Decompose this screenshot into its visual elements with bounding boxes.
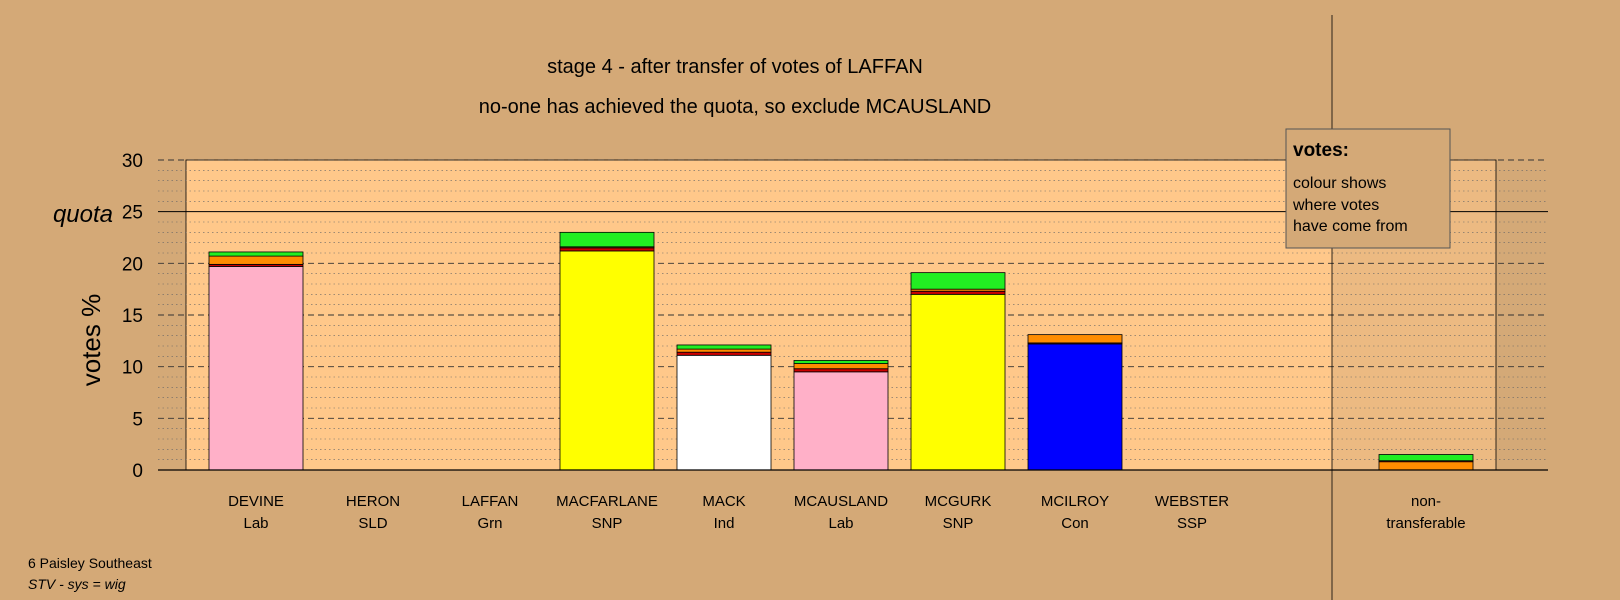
y-tick-label: 0 [132, 461, 143, 482]
bar-segment-mcgurk-grn [910, 272, 1006, 290]
category-name-label: non- [1411, 493, 1441, 510]
bar-segment-mcilroy-sld [1027, 334, 1123, 344]
y-axis-ticks: 0 5 10 15 20 25 30 [122, 151, 143, 482]
category-name-label: DEVINE [228, 493, 284, 510]
category-name-label: MCAUSLAND [794, 493, 888, 510]
bars-group [208, 231, 1474, 471]
bar-segment-mcgurk-ssp [910, 290, 1006, 295]
legend: votes: colour shows where votes have com… [1285, 128, 1451, 249]
bar-segment-macfarlane-grn [559, 231, 655, 248]
legend-box [1285, 128, 1451, 249]
category-party-label: Lab [243, 515, 268, 532]
y-tick-label: 10 [122, 358, 143, 379]
bar-segment-mcausland-sld [793, 363, 889, 370]
chart-subtitle: no-one has achieved the quota, so exclud… [479, 96, 992, 118]
chart-title: stage 4 - after transfer of votes of LAF… [547, 56, 923, 78]
bar-segment-mcilroy-con [1027, 343, 1123, 471]
bar-segment-non-sld [1378, 461, 1474, 471]
bar-segment-mcausland-ssp [793, 368, 889, 373]
category-party-label: SNP [592, 515, 623, 532]
y-tick-label: 5 [132, 409, 143, 430]
bar-segment-macfarlane-ssp [559, 247, 655, 252]
bar-segment-macfarlane-snp [559, 250, 655, 471]
category-party-label: SLD [358, 515, 387, 532]
category-name-label: MACK [702, 493, 745, 510]
bar-segment-devine-grn [208, 251, 304, 257]
legend-heading: votes: [1293, 140, 1349, 161]
bar-segment-devine-lab [208, 266, 304, 471]
category-party-label: SNP [943, 515, 974, 532]
y-tick-label: 30 [122, 151, 143, 172]
legend-line-2: where votes [1292, 197, 1379, 214]
category-labels: DEVINE Lab HERON SLD LAFFAN Grn MACFARLANE SNP M… [228, 493, 1466, 532]
category-name-label: LAFFAN [462, 493, 519, 510]
y-axis-label: votes % [76, 294, 106, 387]
category-party-label: Ind [714, 515, 735, 532]
bar-segment-mack-grn [676, 344, 772, 350]
y-tick-label: 25 [122, 203, 143, 224]
category-party-label: Lab [828, 515, 853, 532]
bar-segment-mcausland-grn [793, 360, 889, 364]
legend-line-3: have come from [1293, 218, 1408, 235]
legend-line-1: colour shows [1293, 175, 1386, 192]
y-tick-label: 20 [122, 254, 143, 275]
footer-constituency: 6 Paisley Southeast [28, 555, 152, 571]
bar-segment-mcausland-lab [793, 371, 889, 471]
category-name-label: HERON [346, 493, 400, 510]
bar-segment-mack-sld [676, 348, 772, 353]
bar-segment-mack-ssp [676, 351, 772, 356]
bar-segment-devine-sld [208, 255, 304, 265]
category-party-label: Grn [477, 515, 502, 532]
bar-segment-mcgurk-snp [910, 293, 1006, 471]
category-name-label: MCILROY [1041, 493, 1109, 510]
bar-segment-mack-ind [676, 354, 772, 471]
category-party-label: SSP [1177, 515, 1207, 532]
quota-label: quota [53, 201, 113, 228]
y-tick-label: 15 [122, 306, 143, 327]
footer-system: STV - sys = wig [28, 576, 126, 592]
bar-segment-non-grn [1378, 454, 1474, 462]
category-party-label: Con [1061, 515, 1089, 532]
category-name-label: MCGURK [925, 493, 992, 510]
category-party-label: transferable [1386, 515, 1465, 532]
category-name-label: WEBSTER [1155, 493, 1229, 510]
category-name-label: MACFARLANE [556, 493, 658, 510]
